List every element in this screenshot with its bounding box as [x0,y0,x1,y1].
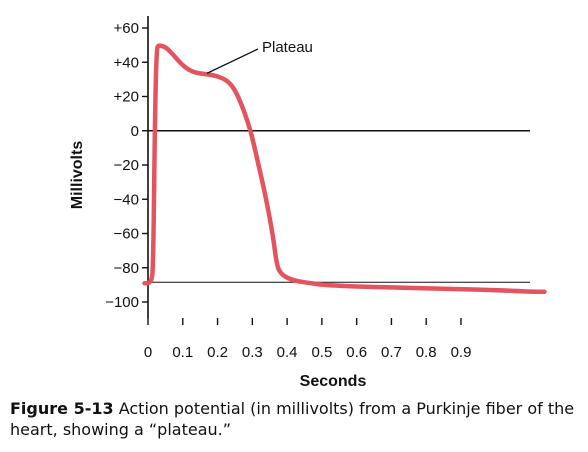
figure-caption: Figure 5-13 Action potential (in millivo… [10,398,585,440]
x-tick-label: 0.8 [416,344,437,361]
y-axis: +60 +40 +20 0 −20 −40 −60 −80 −100 [105,16,149,318]
action-potential-chart: +60 +40 +20 0 −20 −40 −60 −80 −100 0 0.1 0.2 0.3 0.4… [69,16,547,390]
x-tick-label: 0.3 [242,344,263,361]
x-tick-label: 0.2 [207,344,228,361]
action-potential-line [142,43,547,294]
y-tick-label: −80 [114,260,139,277]
x-tick-label: 0.1 [172,344,193,361]
plateau-label: Plateau [262,39,313,56]
x-axis-title: Seconds [300,373,367,390]
caption-text: Action potential (in millivolts) from a … [10,399,575,439]
y-tick-label: +60 [114,20,139,37]
x-tick-label: 0 [144,344,152,361]
x-axis: 0 0.1 0.2 0.3 0.4 0.5 0.6 0.7 0.8 0.9 [144,318,472,361]
x-tick-label: 0.5 [311,344,332,361]
x-tick-label: 0.6 [346,344,367,361]
caption-label: Figure 5-13 [10,399,114,418]
x-tick-label: 0.4 [277,344,298,361]
y-tick-label: −20 [114,157,139,174]
y-tick-label: −100 [105,294,139,311]
x-tick-label: 0.7 [381,344,402,361]
y-tick-label: −60 [114,226,139,243]
y-tick-label: +40 [114,54,139,71]
y-tick-label: −40 [114,191,139,208]
plateau-pointer [206,48,259,74]
x-tick-label: 0.9 [451,344,472,361]
series-group [142,43,547,294]
y-tick-label: 0 [131,123,139,140]
reference-lines [148,129,530,283]
annotations: Plateau [206,39,313,74]
y-tick-label: +20 [114,89,139,106]
y-axis-title: Millivolts [69,141,86,210]
